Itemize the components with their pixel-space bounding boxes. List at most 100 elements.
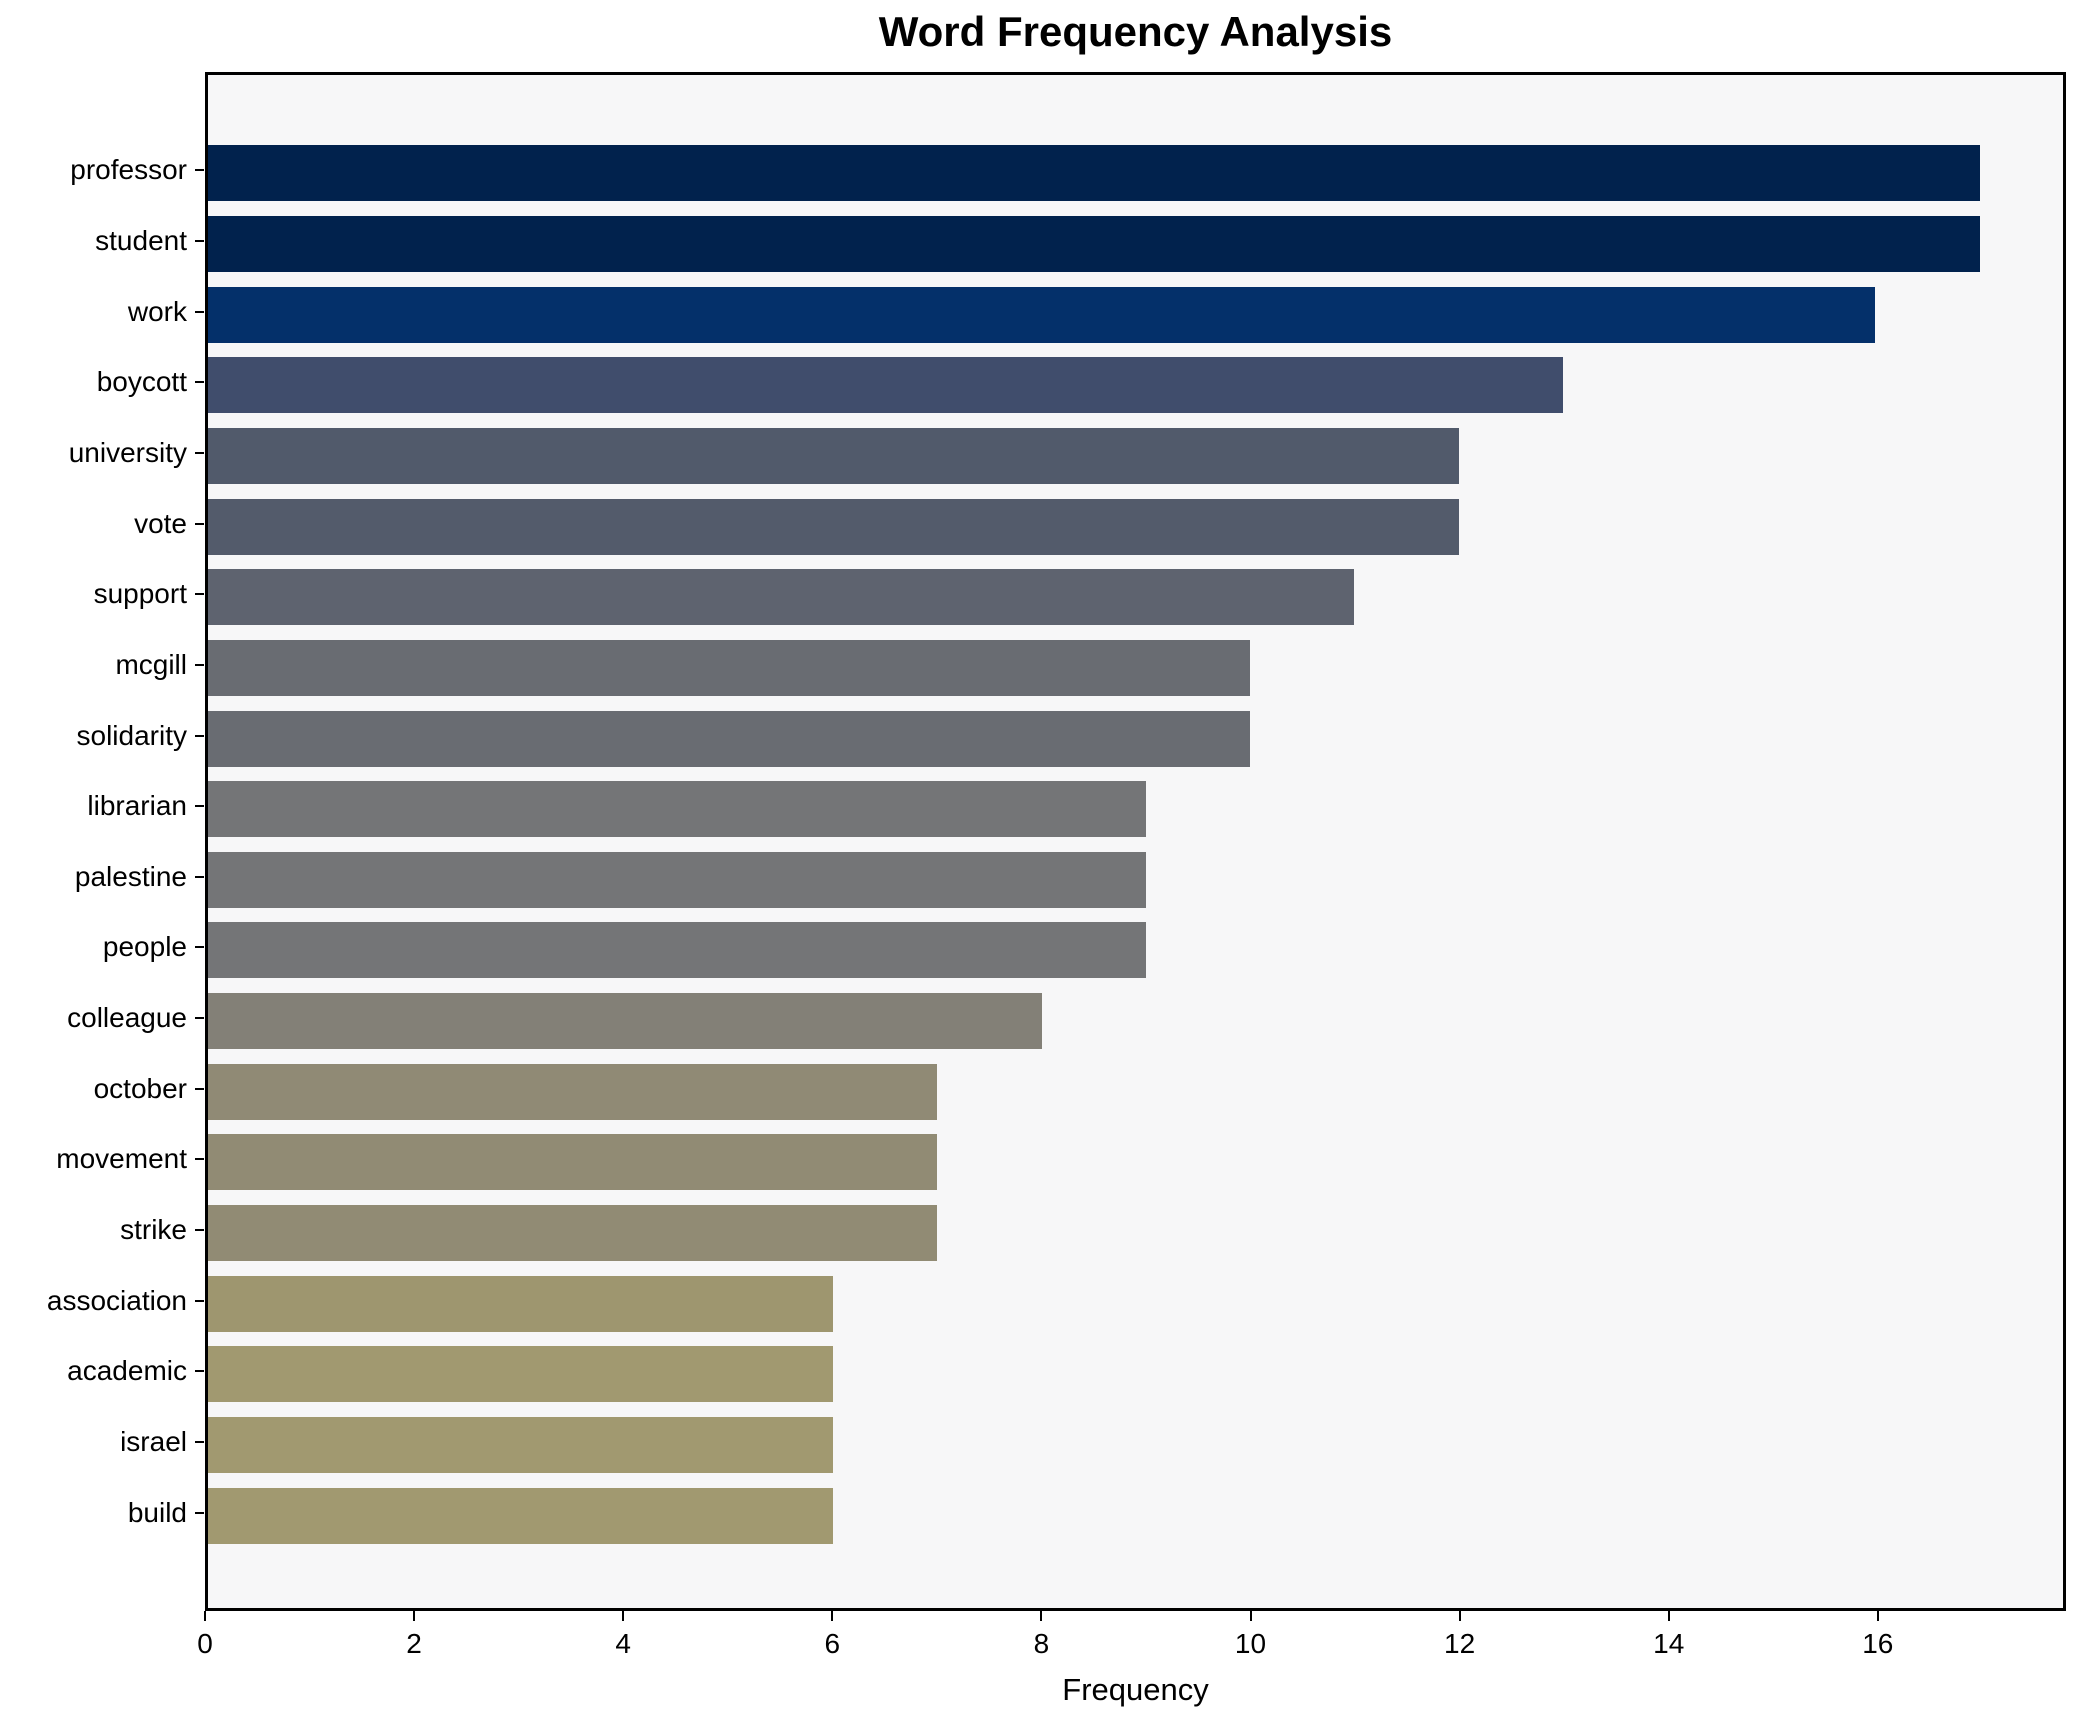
bar-build [208, 1487, 834, 1544]
y-tick-label-work: work [127, 295, 187, 327]
bar-professor [208, 145, 1980, 202]
bar-row-solidarity [208, 703, 2063, 774]
bar-row-mcgill [208, 633, 2063, 704]
bar-mcgill [208, 639, 1251, 696]
y-tick-label-israel: israel [120, 1426, 187, 1458]
bar-row-vote [208, 491, 2063, 562]
bar-row-association [208, 1268, 2063, 1339]
y-tick-label-strike: strike [120, 1214, 187, 1246]
bar-work [208, 286, 1876, 343]
y-tick-mark [195, 1511, 204, 1514]
x-tick-mark [204, 1611, 206, 1621]
bar-row-university [208, 421, 2063, 492]
x-tick-mark [1458, 1611, 1461, 1621]
bar-row-israel [208, 1410, 2063, 1481]
y-tick-mark [195, 1299, 204, 1302]
y-tick-label-academic: academic [67, 1355, 187, 1387]
y-tick-mark [195, 1441, 204, 1444]
bar-vote [208, 498, 1459, 555]
bar-support [208, 569, 1355, 626]
bar-row-palestine [208, 845, 2063, 916]
bar-student [208, 215, 1980, 272]
y-tick-mark [195, 663, 204, 666]
bar-row-strike [208, 1198, 2063, 1269]
y-tick-mark [195, 593, 204, 596]
bar-row-movement [208, 1127, 2063, 1198]
bar-row-people [208, 915, 2063, 986]
bar-palestine [208, 851, 1146, 908]
bar-row-boycott [208, 350, 2063, 421]
y-tick-label-university: university [68, 436, 187, 468]
y-tick-mark [195, 875, 204, 878]
y-tick-mark [195, 239, 204, 242]
bar-people [208, 922, 1146, 979]
y-tick-mark [195, 451, 204, 454]
y-tick-mark [195, 1087, 204, 1090]
y-tick-mark [195, 310, 204, 313]
bar-row-build [208, 1480, 2063, 1551]
bar-october [208, 1063, 938, 1120]
x-tick-mark [1667, 1611, 1670, 1621]
x-tick-label-2: 2 [406, 1628, 422, 1659]
y-tick-mark [195, 734, 204, 737]
x-tick-label-12: 12 [1444, 1628, 1476, 1659]
y-tick-label-colleague: colleague [67, 1002, 187, 1034]
y-tick-label-vote: vote [134, 507, 187, 539]
bar-israel [208, 1417, 834, 1473]
x-tick-mark [1040, 1611, 1043, 1621]
bar-row-work [208, 279, 2063, 350]
x-tick-mark [831, 1611, 834, 1621]
x-tick-mark [413, 1611, 416, 1621]
y-tick-label-mcgill: mcgill [115, 648, 187, 680]
y-tick-label-boycott: boycott [96, 366, 187, 398]
y-tick-mark [195, 946, 204, 949]
y-tick-label-professor: professor [70, 154, 187, 186]
y-tick-mark [195, 1229, 204, 1232]
y-tick-label-support: support [93, 578, 187, 610]
y-tick-mark [195, 1158, 204, 1161]
plot-area [205, 72, 2066, 1611]
x-tick-label-4: 4 [615, 1628, 631, 1659]
x-tick-label-6: 6 [824, 1628, 841, 1659]
x-tick-label-16: 16 [1862, 1628, 1894, 1659]
y-tick-mark [195, 381, 204, 384]
bars-container [208, 75, 2063, 1608]
bar-university [208, 427, 1459, 484]
bar-colleague [208, 993, 1042, 1050]
bar-row-student [208, 209, 2063, 280]
y-tick-label-build: build [127, 1496, 187, 1528]
bar-strike [208, 1205, 938, 1262]
bar-boycott [208, 357, 1563, 414]
x-tick-label-0: 0 [197, 1628, 213, 1659]
x-tick-mark [622, 1611, 625, 1621]
bar-association [208, 1275, 834, 1332]
bar-librarian [208, 781, 1146, 838]
chart-title: Word Frequency Analysis [878, 8, 1393, 55]
y-tick-mark [195, 522, 204, 525]
y-tick-label-association: association [46, 1284, 187, 1316]
x-tick-mark [1876, 1611, 1879, 1621]
x-tick-label-10: 10 [1234, 1628, 1267, 1659]
x-tick-mark [1249, 1611, 1252, 1621]
y-tick-mark [195, 1017, 204, 1020]
y-tick-label-librarian: librarian [87, 790, 187, 822]
bar-row-support [208, 562, 2063, 633]
y-tick-label-student: student [95, 224, 187, 256]
bar-row-librarian [208, 774, 2063, 845]
x-tick-label-8: 8 [1033, 1628, 1050, 1659]
bar-row-academic [208, 1339, 2063, 1410]
y-tick-mark [195, 805, 204, 808]
x-axis-label: Frequency [1062, 1672, 1209, 1707]
y-tick-mark [195, 169, 204, 172]
bar-row-colleague [208, 986, 2063, 1057]
bar-academic [208, 1346, 834, 1403]
bar-row-october [208, 1056, 2063, 1127]
bar-solidarity [208, 710, 1251, 767]
x-tick-label-14: 14 [1653, 1628, 1685, 1659]
y-tick-label-people: people [102, 931, 187, 963]
y-tick-label-october: october [93, 1072, 187, 1104]
bar-movement [208, 1134, 938, 1191]
y-tick-mark [195, 1370, 204, 1373]
y-tick-label-palestine: palestine [74, 860, 187, 892]
